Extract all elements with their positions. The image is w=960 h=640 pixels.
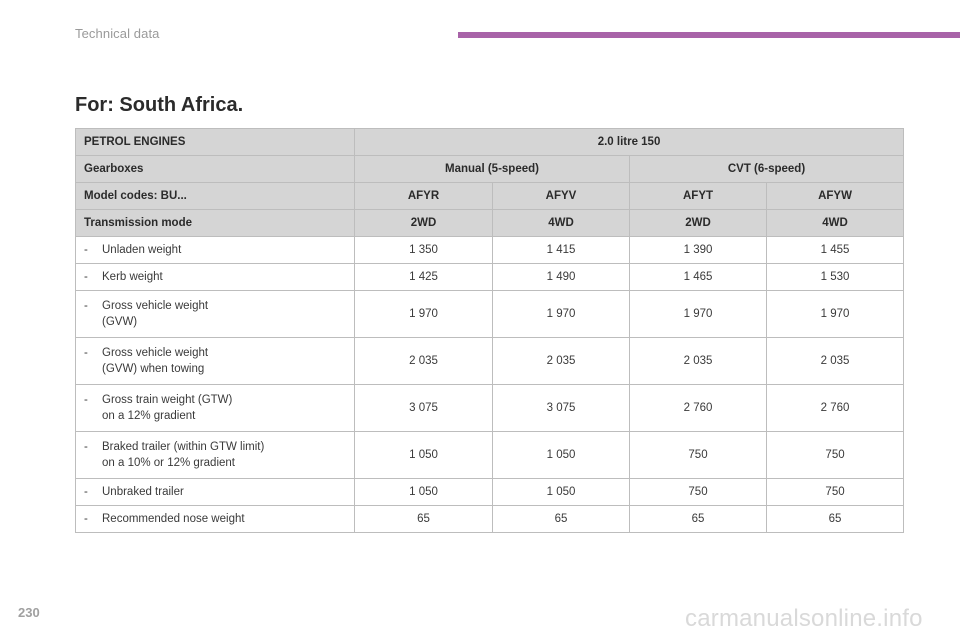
row-label: Braked trailer (within GTW limit) on a 1… (102, 441, 265, 469)
value-cell: 3 075 (492, 384, 630, 432)
header-cell-engine-type: 2.0 litre 150 (353, 128, 905, 156)
page-number: 230 (18, 605, 40, 620)
value-cell: 2 760 (765, 384, 905, 432)
page-heading: For: South Africa. (75, 94, 244, 116)
header-cell-mode: 4WD (765, 209, 905, 237)
value-cell: 1 050 (354, 431, 493, 479)
value-cell: 65 (354, 505, 493, 533)
row-label: Gross vehicle weight (GVW) when towing (102, 347, 209, 375)
header-cell-code: AFYT (629, 182, 767, 210)
bullet-dash: - (84, 300, 88, 312)
header-cell-code: AFYR (354, 182, 493, 210)
value-cell: 1 970 (354, 290, 493, 338)
table-row: - Unladen weight 1 350 1 415 1 390 1 455 (75, 236, 905, 264)
table-row: - Kerb weight 1 425 1 490 1 465 1 530 (75, 263, 905, 291)
row-label: Kerb weight (102, 271, 163, 283)
value-cell: 1 530 (765, 263, 905, 291)
value-cell: 1 465 (629, 263, 767, 291)
value-cell: 1 350 (354, 236, 493, 264)
value-cell: 750 (765, 431, 905, 479)
bullet-dash: - (84, 347, 88, 359)
row-label-cell: - Kerb weight (75, 263, 355, 291)
table-row: - Gross vehicle weight (GVW) when towing … (75, 337, 905, 385)
header-cell-mode: 4WD (492, 209, 630, 237)
bullet-dash: - (84, 271, 88, 283)
row-label-cell: - Braked trailer (within GTW limit) on a … (75, 431, 355, 479)
bullet-dash: - (84, 394, 88, 406)
row-label-cell: - Recommended nose weight (75, 505, 355, 533)
value-cell: 1 490 (492, 263, 630, 291)
section-title: Technical data (75, 26, 160, 41)
section-accent-bar (458, 32, 960, 38)
technical-data-table: PETROL ENGINES 2.0 litre 150 Gearboxes M… (75, 128, 905, 533)
header-cell-transmission: Transmission mode (75, 209, 355, 237)
header-cell-code: AFYV (492, 182, 630, 210)
value-cell: 1 970 (629, 290, 767, 338)
row-label: Gross train weight (GTW) on a 12% gradie… (102, 394, 233, 422)
value-cell: 65 (629, 505, 767, 533)
value-cell: 1 425 (354, 263, 493, 291)
row-label-cell: - Gross train weight (GTW) on a 12% gradi… (75, 384, 355, 432)
table-row: - Gross train weight (GTW) on a 12% gradi… (75, 384, 905, 432)
value-cell: 1 050 (354, 478, 493, 506)
value-cell: 1 970 (492, 290, 630, 338)
value-cell: 65 (765, 505, 905, 533)
value-cell: 750 (629, 478, 767, 506)
row-label-cell: - Gross vehicle weight (GVW) (75, 290, 355, 338)
value-cell: 1 050 (492, 431, 630, 479)
transmission-header-row: Transmission mode 2WD 4WD 2WD 4WD (75, 209, 905, 237)
bullet-dash: - (84, 513, 88, 525)
engine-header-row: PETROL ENGINES 2.0 litre 150 (75, 128, 905, 156)
header-cell-model-codes: Model codes: BU... (75, 182, 355, 210)
header-cell-mode: 2WD (629, 209, 767, 237)
row-label: Gross vehicle weight (GVW) (102, 300, 209, 328)
row-label: Unladen weight (102, 244, 182, 256)
header-cell-mode: 2WD (354, 209, 493, 237)
watermark: carmanualsonline.info (685, 605, 923, 632)
gearbox-header-row: Gearboxes Manual (5-speed) CVT (6-speed) (75, 155, 905, 183)
table-row: - Braked trailer (within GTW limit) on a … (75, 431, 905, 479)
bullet-dash: - (84, 244, 88, 256)
table-row: - Recommended nose weight 65 65 65 65 (75, 505, 905, 533)
value-cell: 1 455 (765, 236, 905, 264)
row-label-cell: - Unbraked trailer (75, 478, 355, 506)
value-cell: 2 035 (765, 337, 905, 385)
value-cell: 2 035 (354, 337, 493, 385)
row-label: Recommended nose weight (102, 513, 245, 525)
value-cell: 750 (629, 431, 767, 479)
value-cell: 1 050 (492, 478, 630, 506)
bullet-dash: - (84, 486, 88, 498)
value-cell: 2 035 (629, 337, 767, 385)
header-cell-engines: PETROL ENGINES (75, 128, 355, 156)
header-cell-gearboxes: Gearboxes (75, 155, 355, 183)
value-cell: 1 970 (765, 290, 905, 338)
value-cell: 65 (492, 505, 630, 533)
header-cell-cvt: CVT (6-speed) (628, 155, 905, 183)
row-label: Unbraked trailer (102, 486, 184, 498)
header-cell-code: AFYW (765, 182, 905, 210)
header-cell-manual: Manual (5-speed) (354, 155, 630, 183)
bullet-dash: - (84, 441, 88, 453)
value-cell: 1 415 (492, 236, 630, 264)
row-label-cell: - Unladen weight (75, 236, 355, 264)
table-row: - Unbraked trailer 1 050 1 050 750 750 (75, 478, 905, 506)
value-cell: 2 760 (629, 384, 767, 432)
model-codes-header-row: Model codes: BU... AFYR AFYV AFYT AFYW (75, 182, 905, 210)
table-row: - Gross vehicle weight (GVW) 1 970 1 970 … (75, 290, 905, 338)
row-label-cell: - Gross vehicle weight (GVW) when towing (75, 337, 355, 385)
value-cell: 1 390 (629, 236, 767, 264)
value-cell: 750 (765, 478, 905, 506)
value-cell: 2 035 (492, 337, 630, 385)
value-cell: 3 075 (354, 384, 493, 432)
